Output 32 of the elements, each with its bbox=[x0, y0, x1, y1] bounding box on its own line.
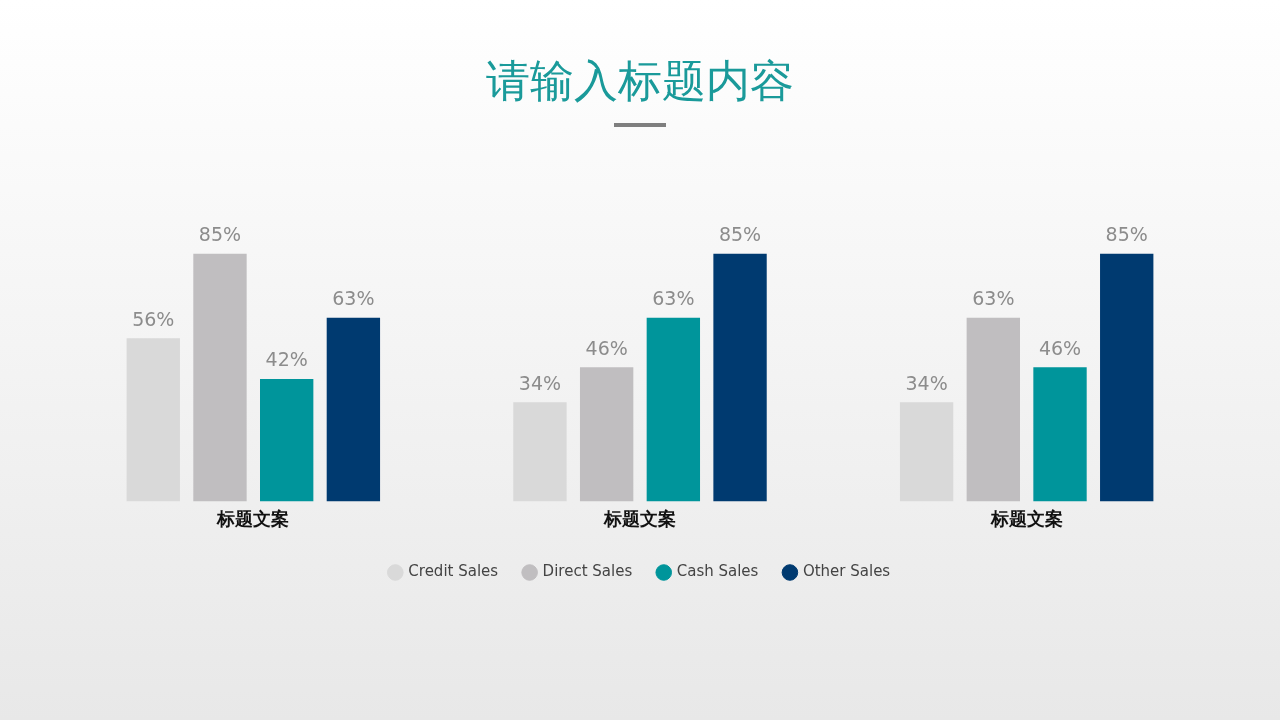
bar bbox=[1100, 253, 1154, 502]
x-tick-label: 标题文案 bbox=[603, 507, 676, 529]
legend-label: Cash Sales bbox=[676, 562, 759, 581]
bar bbox=[126, 338, 180, 502]
legend-label: Credit Sales bbox=[408, 562, 499, 581]
chart-title: 请输入标题内容 bbox=[485, 54, 795, 108]
data-label: 85% bbox=[718, 223, 762, 246]
bar bbox=[899, 402, 954, 502]
bar bbox=[646, 317, 701, 502]
bar bbox=[260, 379, 314, 502]
data-label: 46% bbox=[585, 336, 628, 359]
bar bbox=[966, 317, 1020, 502]
data-label: 63% bbox=[332, 287, 375, 310]
data-label: 63% bbox=[972, 287, 1015, 310]
bar bbox=[193, 253, 247, 502]
legend-label: Direct Sales bbox=[542, 562, 633, 581]
data-label: 56% bbox=[132, 307, 175, 330]
data-label: 85% bbox=[198, 223, 242, 246]
bar bbox=[713, 253, 767, 502]
bar bbox=[513, 402, 567, 502]
bar bbox=[579, 367, 634, 502]
data-label: 42% bbox=[265, 348, 308, 371]
data-label: 34% bbox=[905, 371, 948, 394]
x-tick-label: 标题文案 bbox=[216, 507, 290, 529]
legend-label: Other Sales bbox=[802, 562, 891, 581]
x-tick-label: 标题文案 bbox=[989, 507, 1063, 529]
data-label: 34% bbox=[518, 371, 562, 394]
data-label: 46% bbox=[1038, 336, 1082, 359]
bar bbox=[326, 317, 381, 502]
data-label: 85% bbox=[1105, 223, 1148, 246]
bar bbox=[1033, 367, 1087, 502]
data-label: 63% bbox=[652, 287, 695, 310]
